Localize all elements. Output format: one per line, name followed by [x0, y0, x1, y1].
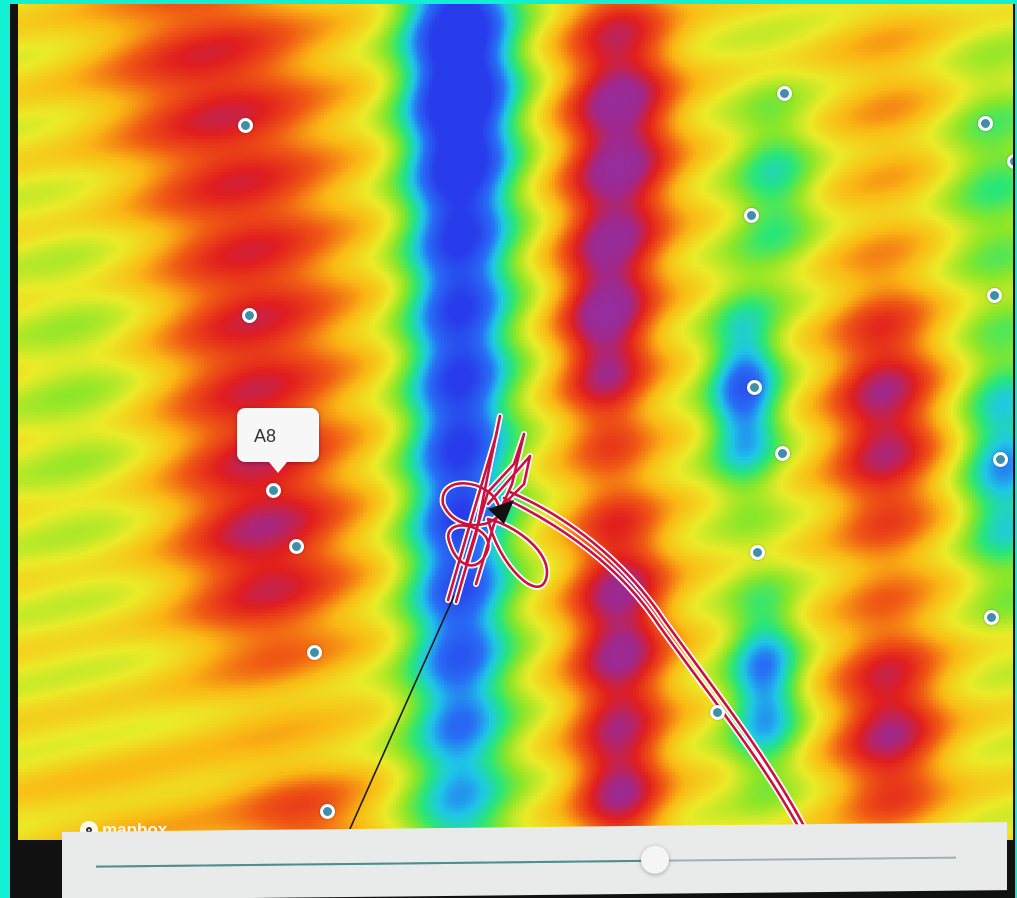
marker-17[interactable]	[984, 610, 999, 625]
aircraft-icon	[488, 500, 514, 524]
marker-popup: A8	[237, 408, 319, 473]
flight-line	[344, 595, 455, 840]
popup-label: A8	[254, 426, 277, 446]
gps-track-outline	[501, 489, 807, 829]
marker-8[interactable]	[744, 208, 759, 223]
marker-3[interactable]	[266, 483, 281, 498]
gps-track	[441, 414, 549, 604]
gps-track	[502, 490, 806, 828]
marker-13[interactable]	[978, 116, 993, 131]
marker-1[interactable]	[238, 118, 253, 133]
marker-16[interactable]	[993, 452, 1008, 467]
marker-6[interactable]	[320, 804, 335, 819]
marker-12[interactable]	[710, 705, 725, 720]
marker-9[interactable]	[747, 380, 762, 395]
marker-7[interactable]	[777, 86, 792, 101]
heatmap-layer	[18, 4, 1013, 840]
timeline-slider-track[interactable]	[96, 845, 956, 874]
timeline-slider-thumb[interactable]	[641, 845, 669, 874]
marker-4[interactable]	[289, 539, 304, 554]
marker-14[interactable]	[1007, 154, 1013, 169]
marker-5[interactable]	[307, 645, 322, 660]
heatmap-map[interactable]: A8 mapbox	[18, 4, 1013, 840]
timeline-bar	[62, 822, 1007, 898]
device-screen: A8 mapbox	[10, 4, 1015, 898]
marker-11[interactable]	[750, 545, 765, 560]
timeline-slider-fill	[96, 859, 655, 868]
marker-2[interactable]	[242, 308, 257, 323]
track-overlay	[344, 413, 807, 840]
marker-15[interactable]	[987, 288, 1002, 303]
marker-10[interactable]	[775, 446, 790, 461]
